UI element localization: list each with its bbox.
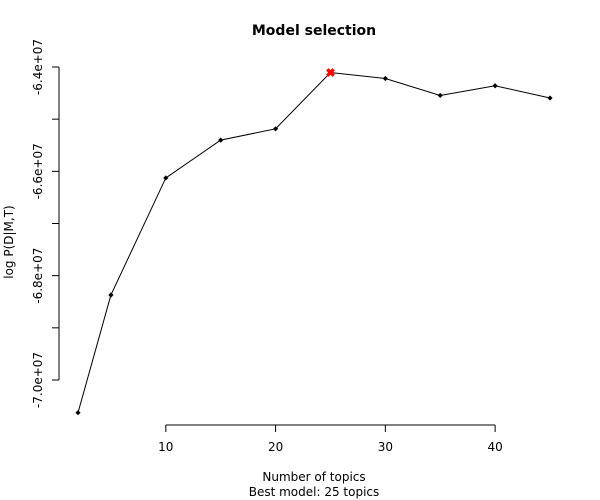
data-point — [163, 175, 169, 181]
y-tick-label: -7.0e+07 — [31, 352, 45, 408]
x-axis-label: Number of topics — [262, 470, 365, 484]
data-point — [492, 83, 498, 89]
y-axis-label: log P(D|M,T) — [2, 205, 16, 279]
x-tick-label: 10 — [158, 440, 173, 454]
x-axis: 10 20 30 40 — [158, 424, 503, 454]
chart-title: Model selection — [252, 23, 376, 39]
x-tick-label: 30 — [378, 440, 393, 454]
best-model-marker — [326, 68, 335, 77]
chart-subtitle: Best model: 25 topics — [249, 485, 380, 499]
y-tick-label: -6.8e+07 — [31, 248, 45, 304]
series-line — [75, 68, 553, 416]
data-point — [218, 137, 224, 143]
x-tick-label: 20 — [268, 440, 283, 454]
data-point — [547, 95, 553, 101]
data-point — [437, 92, 443, 99]
y-tick-label: -6.6e+07 — [31, 143, 45, 199]
data-point — [382, 75, 388, 82]
data-point — [75, 410, 81, 416]
data-point — [272, 126, 279, 132]
y-tick-label: -6.4e+07 — [31, 39, 45, 95]
x-tick-label: 40 — [487, 440, 502, 454]
y-axis: -6.4e+07 -6.6e+07 -6.8e+07 -7.0e+07 — [31, 39, 60, 408]
series-path — [77, 71, 551, 413]
data-point — [108, 292, 114, 298]
